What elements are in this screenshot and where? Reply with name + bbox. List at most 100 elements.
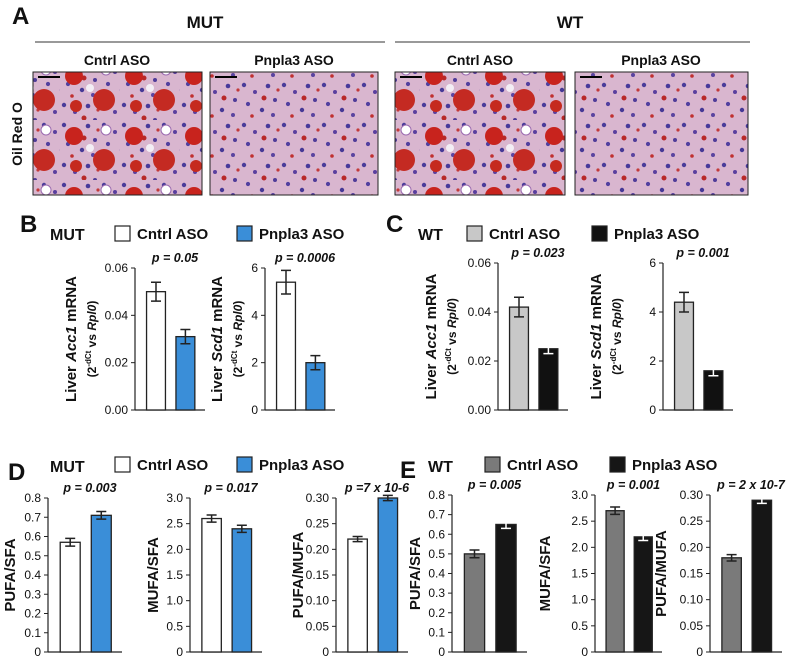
y-tick-label: 0.00: [468, 403, 492, 417]
bar: [538, 348, 559, 411]
legend-swatch: [466, 225, 483, 242]
y-axis-unit-part: vs: [445, 328, 459, 348]
y-tick-label: 0.06: [468, 256, 492, 270]
y-axis-unit: (2-dCt vs Rpl0): [84, 301, 99, 378]
legend-label: Pnpla3 ASO: [632, 457, 718, 474]
annotation: p = 0.023: [510, 246, 564, 260]
y-tick-label: 0.20: [680, 540, 704, 554]
y-tick-label: 0.15: [680, 567, 704, 581]
error-bar: [281, 269, 291, 295]
bar: [90, 514, 112, 653]
y-tick-label: 0.06: [105, 261, 129, 275]
legend-swatch: [236, 225, 253, 242]
y-axis-unit-part: -dCt: [609, 348, 618, 364]
y-tick-label: 2.0: [571, 540, 588, 554]
y-axis-unit: (2-dCt vs Rpl0): [609, 298, 624, 375]
bar: [703, 370, 724, 411]
error-bar: [206, 514, 217, 523]
y-tick-label: 0: [34, 645, 41, 657]
y-tick-label: 0: [649, 403, 656, 417]
y-tick-label: 0.15: [306, 568, 330, 582]
bar: [347, 538, 368, 653]
bar: [751, 499, 773, 653]
panel-letter: D: [8, 459, 25, 486]
y-tick-label: 0.04: [105, 308, 129, 322]
group-label: WT: [557, 13, 584, 32]
y-axis-unit-part: -dCt: [84, 350, 93, 366]
y-axis-unit-part: Rpl0: [231, 304, 245, 330]
y-tick-label: 3.0: [571, 488, 588, 502]
error-bar: [501, 519, 511, 530]
y-tick-label: 0.6: [428, 527, 445, 541]
y-tick-label: 2.0: [166, 542, 183, 556]
error-bar: [679, 291, 689, 313]
legend-swatch: [609, 456, 626, 473]
y-tick-label: 0.30: [680, 488, 704, 502]
y-axis-unit-part: Rpl0: [610, 302, 624, 328]
y-axis-label-part: Scd1: [209, 326, 226, 362]
bar: [231, 528, 253, 653]
y-axis-label: MUFA/SFA: [537, 535, 554, 611]
y-axis-label: Liver Acc1 mRNA: [63, 276, 80, 402]
annotation: p = 0.001: [606, 478, 660, 492]
y-axis-label-part: Liver: [63, 362, 80, 402]
y-axis-unit-part: (2: [610, 364, 624, 375]
legend-label: Cntrl ASO: [507, 457, 578, 474]
y-tick-label: 0.5: [571, 619, 588, 633]
group-label: WT: [418, 227, 443, 244]
group-label: MUT: [50, 227, 85, 244]
y-axis-label-part: PUFA/MUFA: [653, 530, 670, 617]
y-axis-label: MUFA/SFA: [145, 537, 162, 613]
y-tick-label: 0.2: [428, 606, 445, 620]
micrograph: [394, 71, 566, 196]
annotation: p = 0.0006: [274, 251, 336, 265]
y-tick-label: 0: [322, 645, 329, 657]
y-tick-label: 0.25: [306, 517, 330, 531]
y-tick-label: 1.0: [166, 594, 183, 608]
error-bar: [756, 496, 767, 505]
y-tick-label: 0.05: [680, 619, 704, 633]
y-tick-label: 0.04: [468, 305, 492, 319]
panel-letter: C: [386, 211, 403, 238]
bar: [721, 557, 742, 653]
annotation: p = 0.05: [151, 251, 199, 265]
legend-swatch: [484, 456, 501, 473]
y-tick-label: 0.1: [428, 625, 445, 639]
annotation: p = 0.003: [62, 481, 116, 495]
y-axis-unit-part: -dCt: [444, 348, 453, 364]
bar: [145, 291, 167, 411]
micrograph: [32, 71, 203, 196]
y-tick-label: 2.5: [166, 517, 183, 531]
error-bar: [543, 343, 554, 355]
y-tick-label: 3.0: [166, 491, 183, 505]
error-bar: [382, 494, 393, 502]
bar: [508, 306, 530, 411]
bar: [201, 517, 222, 653]
y-tick-label: 0.02: [105, 356, 129, 370]
legend-swatch: [114, 225, 131, 242]
y-axis-label-part: mRNA: [588, 273, 605, 323]
y-tick-label: 1.5: [571, 567, 588, 581]
group-label: WT: [428, 459, 453, 476]
y-tick-label: 4: [649, 305, 656, 319]
error-bar: [726, 553, 737, 562]
y-tick-label: 0: [581, 645, 588, 657]
error-bar: [151, 281, 161, 302]
y-axis-label-part: PUFA/MUFA: [290, 532, 307, 619]
error-bar: [96, 510, 107, 520]
y-axis-unit-part: Rpl0: [445, 302, 459, 328]
y-axis-unit: (2-dCt vs Rpl0): [444, 298, 459, 375]
error-bar: [180, 328, 191, 345]
y-axis-label: Liver Scd1 mRNA: [209, 276, 226, 402]
y-axis-label: PUFA/SFA: [407, 537, 424, 611]
annotation: p = 0.001: [675, 246, 729, 260]
y-axis-label-part: Liver: [588, 359, 605, 399]
y-axis-unit-part: (2: [231, 366, 245, 377]
annotation: p = 0.017: [203, 481, 258, 495]
y-axis-label-part: MUFA/SFA: [537, 535, 554, 611]
y-axis-label-part: PUFA/SFA: [2, 538, 19, 612]
y-axis-label-part: Liver: [423, 359, 440, 399]
bar: [633, 536, 653, 653]
legend-swatch: [236, 456, 253, 473]
panel-letter: A: [12, 3, 29, 30]
